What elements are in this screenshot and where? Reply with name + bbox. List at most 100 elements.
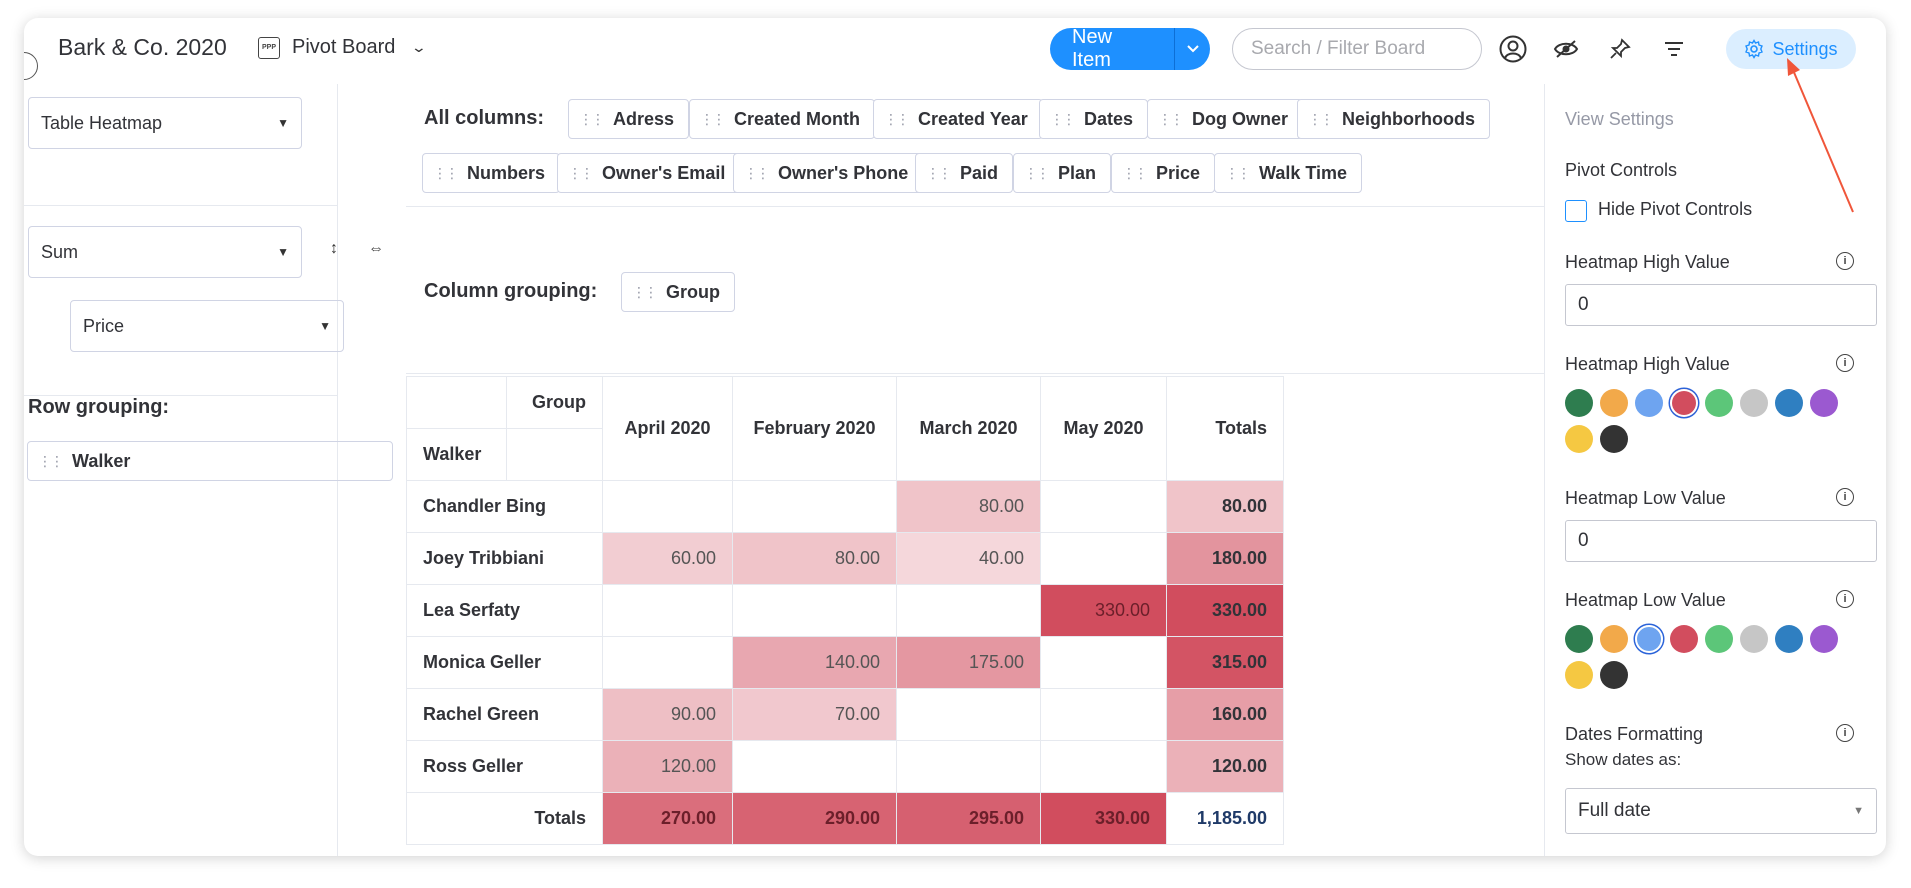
heatmap-low-color-swatch[interactable] [1635,625,1663,653]
column-chip-label: Neighborhoods [1342,108,1475,129]
heatmap-high-color-swatch[interactable] [1565,389,1593,417]
drag-handle-icon[interactable]: ⋮⋮ [1050,110,1076,127]
column-chip-owners-email[interactable]: ⋮⋮ Owner's Email [557,153,741,193]
column-chip-adress[interactable]: ⋮⋮ Adress [568,99,690,139]
hide-eye-icon[interactable] [1551,34,1581,64]
column-chip-dog-owner[interactable]: ⋮⋮ Dog Owner [1147,99,1304,139]
divider [24,205,338,206]
heatmap-low-color-swatch[interactable] [1600,625,1628,653]
heatmap-high-color-swatch[interactable] [1810,389,1838,417]
table-row: Ross Geller 120.00 120.00 [406,740,1284,793]
heatmap-high-color-swatch[interactable] [1635,389,1663,417]
drag-handle-icon[interactable]: ⋮⋮ [1122,164,1148,181]
heatmap-low-color-swatch[interactable] [1600,661,1628,689]
heatmap-high-color-swatch[interactable] [1705,389,1733,417]
drag-handle-icon[interactable]: ⋮⋮ [884,110,910,127]
heatmap-low-color-swatch[interactable] [1565,661,1593,689]
column-chip-plan[interactable]: ⋮⋮ Plan [1013,153,1112,193]
settings-button[interactable]: Settings [1726,29,1856,69]
info-icon[interactable]: i [1836,724,1854,742]
pin-icon[interactable] [1605,34,1635,64]
filter-icon[interactable] [1659,34,1689,64]
value-field-select[interactable]: Price ▼ [70,300,344,352]
heatmap-high-color-swatch[interactable] [1775,389,1803,417]
value-cell [1040,480,1167,533]
hide-pivot-controls-checkbox[interactable] [1565,200,1587,222]
drag-handle-icon[interactable]: ⋮⋮ [1158,110,1184,127]
row-group-header: Walker [406,428,507,481]
hide-pivot-controls-label[interactable]: Hide Pivot Controls [1598,199,1753,219]
new-item-button[interactable]: New Item [1050,28,1174,70]
heatmap-high-color-swatch[interactable] [1600,425,1628,453]
show-dates-as-select[interactable]: Full date ▼ [1565,788,1877,834]
drag-handle-icon[interactable]: ⋮⋮ [1225,164,1251,181]
column-header[interactable]: Totals [1166,376,1284,481]
heatmap-low-color-swatch[interactable] [1740,625,1768,653]
new-item-dropdown-button[interactable] [1174,28,1210,70]
corner-empty-cell [506,428,603,481]
board-title[interactable]: Bark & Co. 2020 [58,34,227,60]
info-icon[interactable]: i [1836,590,1854,608]
column-grouping-chip[interactable]: ⋮⋮ Group [621,272,735,312]
drag-handle-icon[interactable]: ⋮⋮ [1308,110,1334,127]
column-chip-numbers[interactable]: ⋮⋮ Numbers [422,153,561,193]
row-label: Lea Serfaty [406,584,603,637]
heatmap-low-color-swatch[interactable] [1670,625,1698,653]
pivot-left-controls: Table Heatmap ▼ Sum ▼ ↕ ⇔ Price ▼ Row gr… [24,84,393,856]
column-chip-created-year[interactable]: ⋮⋮ Created Year [873,99,1043,139]
view-switcher[interactable]: PPP Pivot Board ⌄ [258,36,428,59]
heatmap-high-color-swatch[interactable] [1740,389,1768,417]
dropdown-arrow-icon: ▼ [277,245,289,259]
heatmap-low-color-swatch[interactable] [1565,625,1593,653]
column-chip-paid[interactable]: ⋮⋮ Paid [915,153,1014,193]
heatmap-high-color-swatch[interactable] [1670,389,1698,417]
heatmap-high-value-input[interactable] [1565,284,1877,326]
column-chip-owners-phone[interactable]: ⋮⋮ Owner's Phone [733,153,924,193]
drag-handle-icon[interactable]: ⋮⋮ [38,452,64,469]
all-columns-label: All columns: [424,107,545,129]
column-header[interactable]: April 2020 [602,376,733,481]
column-header[interactable]: February 2020 [732,376,897,481]
heatmap-low-color-swatch[interactable] [1810,625,1838,653]
heatmap-high-color-swatches [1565,389,1855,453]
heatmap-high-color-swatch[interactable] [1565,425,1593,453]
corner-empty-cell [406,376,507,429]
person-filter-icon[interactable] [1498,34,1528,64]
heatmap-high-color-swatch[interactable] [1600,389,1628,417]
visualization-select[interactable]: Table Heatmap ▼ [28,97,302,149]
row-label: Chandler Bing [406,480,603,533]
divider [406,206,1544,207]
drag-handle-icon[interactable]: ⋮⋮ [579,110,605,127]
drag-handle-icon[interactable]: ⋮⋮ [632,283,658,300]
column-chip-price[interactable]: ⋮⋮ Price [1111,153,1216,193]
column-header[interactable]: May 2020 [1040,376,1167,481]
sort-vertical-icon[interactable]: ↕ [330,240,338,257]
row-grouping-chip[interactable]: ⋮⋮ Walker [27,441,393,481]
sort-horizontal-icon[interactable]: ⇔ [368,240,384,257]
info-icon[interactable]: i [1836,354,1854,372]
drag-handle-icon[interactable]: ⋮⋮ [568,164,594,181]
chevron-down-icon: ⌄ [411,39,428,55]
info-icon[interactable]: i [1836,488,1854,506]
drag-handle-icon[interactable]: ⋮⋮ [926,164,952,181]
column-chip-walk-time[interactable]: ⋮⋮ Walk Time [1214,153,1363,193]
heatmap-low-color-swatch[interactable] [1705,625,1733,653]
heatmap-low-value-input[interactable] [1565,520,1877,562]
value-cell: 70.00 [732,688,897,741]
heatmap-low-color-swatch[interactable] [1775,625,1803,653]
info-icon[interactable]: i [1836,252,1854,270]
drag-handle-icon[interactable]: ⋮⋮ [700,110,726,127]
drag-handle-icon[interactable]: ⋮⋮ [433,164,459,181]
drag-handle-icon[interactable]: ⋮⋮ [1024,164,1050,181]
dates-formatting-label: Dates Formatting [1565,724,1704,744]
view-name: Pivot Board [292,36,396,58]
drag-handle-icon[interactable]: ⋮⋮ [744,164,770,181]
board-header: Bark & Co. 2020 PPP Pivot Board ⌄ New It… [24,18,1886,84]
aggregation-select[interactable]: Sum ▼ [28,226,302,278]
column-chip-dates[interactable]: ⋮⋮ Dates [1039,99,1149,139]
row-grouping-chip-label: Walker [72,450,131,471]
column-header[interactable]: March 2020 [896,376,1041,481]
column-chip-created-month[interactable]: ⋮⋮ Created Month [689,99,875,139]
column-chip-neighborhoods[interactable]: ⋮⋮ Neighborhoods [1297,99,1490,139]
search-input[interactable] [1232,28,1482,70]
